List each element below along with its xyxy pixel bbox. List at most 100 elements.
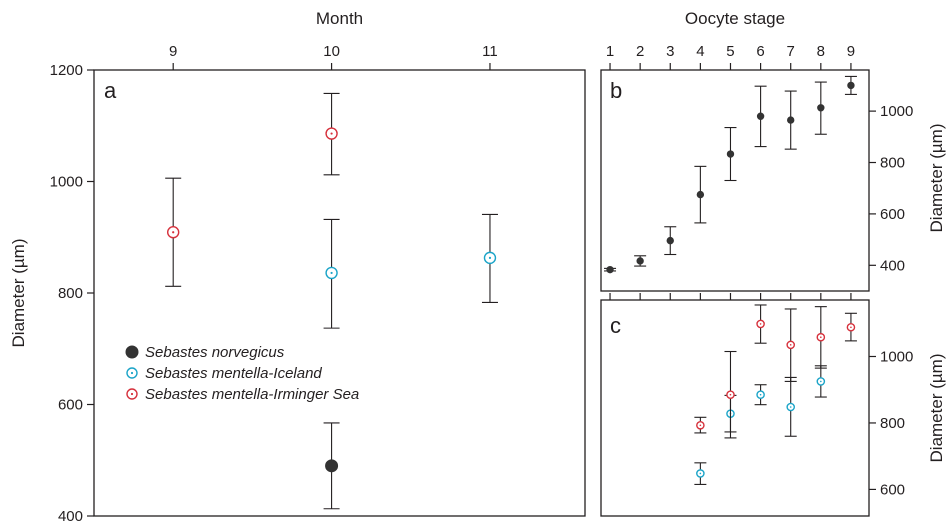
panel-c-y-tick-label: 600 [880, 481, 905, 498]
marker-center-dot [789, 344, 792, 346]
panel-a: a Month Diameter (µm) 9 10 11 400 600 800 1000… [9, 9, 586, 525]
legend: Sebastes norvegicus Sebastes mentella-Ic… [125, 344, 359, 403]
marker-center-dot [789, 406, 792, 408]
data-point-norvegicus [844, 75, 857, 95]
marker-filled [325, 459, 339, 473]
marker-center-dot [330, 132, 333, 135]
panel-c-y-tick-label: 1000 [880, 348, 913, 365]
data-point-iceland [814, 365, 827, 398]
data-point-norvegicus [634, 255, 647, 267]
panel-a-y-tick-label: 600 [58, 397, 83, 414]
panel-a-y-tick-label: 1200 [50, 62, 83, 79]
panel-c-ticks: 600 800 1000 [609, 293, 913, 498]
marker-filled [817, 104, 825, 112]
marker-filled [696, 190, 705, 199]
marker-filled [726, 150, 735, 158]
legend-marker-norvegicus [125, 345, 139, 359]
data-point-irminger [754, 304, 767, 344]
marker-filled [666, 236, 674, 245]
panel-b-x-tick-label: 7 [787, 43, 795, 60]
data-point-irminger [165, 177, 182, 287]
panel-b-frame [600, 69, 870, 292]
data-point-norvegicus [784, 90, 797, 150]
data-point-irminger [784, 308, 797, 382]
data-point-irminger [814, 306, 827, 369]
data-point-iceland [323, 218, 340, 329]
legend-item-iceland: Sebastes mentella-Iceland [126, 365, 322, 382]
panel-a-label: a [104, 78, 117, 103]
panel-b-marks [604, 75, 857, 274]
data-point-irminger [844, 312, 857, 342]
legend-item-irminger: Sebastes mentella-Irminger Sea [126, 386, 359, 403]
panel-a-marks [165, 92, 498, 510]
panel-a-frame [93, 69, 586, 517]
panel-b-y-tick-label: 600 [880, 206, 905, 223]
legend-marker-iceland-dot [130, 371, 134, 375]
panel-b-ticks: 1 2 3 4 5 6 7 8 9 400 600 800 1000 [606, 43, 914, 274]
panel-a-y-tick-label: 1000 [50, 174, 83, 191]
data-point-irminger [724, 350, 737, 439]
panel-c-label: c [610, 313, 621, 338]
marker-filled [636, 257, 644, 265]
data-point-norvegicus [694, 165, 707, 224]
panel-a-y-axis-title: Diameter (µm) [9, 239, 28, 348]
panel-b-x-axis-title: Oocyte stage [685, 9, 785, 28]
marker-center-dot [820, 336, 822, 339]
marker-filled [787, 116, 795, 124]
panel-b-y-tick-label: 400 [880, 257, 905, 274]
panel-b-x-tick-label: 8 [817, 43, 825, 60]
legend-label-iceland: Sebastes mentella-Iceland [145, 365, 322, 382]
panel-c-marks [694, 304, 857, 485]
panel-c-y-tick-label: 800 [880, 415, 905, 432]
marker-center-dot [850, 326, 852, 329]
panel-a-y-tick-label: 400 [58, 508, 83, 525]
data-point-irminger [323, 92, 340, 176]
data-point-irminger [694, 416, 707, 434]
panel-b-x-tick-label: 9 [847, 43, 855, 60]
data-point-norvegicus [604, 265, 617, 274]
panel-a-x-tick-label: 9 [169, 43, 177, 60]
panel-a-x-tick-label: 11 [482, 43, 498, 60]
panel-a-x-axis-title: Month [316, 9, 363, 28]
panel-a-y-tick-label: 800 [58, 285, 83, 302]
marker-center-dot [488, 256, 492, 259]
panel-b: b Oocyte stage Diameter (µm) 1 2 3 4 5 6 7 8 9 40… [600, 9, 946, 292]
legend-label-irminger: Sebastes mentella-Irminger Sea [145, 386, 359, 403]
panel-c-y-axis-title: Diameter (µm) [927, 354, 946, 463]
data-point-iceland [481, 213, 498, 304]
data-point-iceland [784, 376, 797, 437]
data-point-norvegicus [724, 127, 737, 182]
panel-b-x-tick-label: 3 [666, 43, 674, 60]
panel-b-y-tick-label: 800 [880, 155, 905, 172]
panel-b-y-tick-label: 1000 [880, 103, 913, 120]
data-point-norvegicus [814, 81, 827, 135]
marker-center-dot [330, 271, 333, 275]
panel-b-x-tick-label: 1 [606, 43, 614, 60]
panel-b-x-tick-label: 6 [756, 43, 764, 60]
data-point-norvegicus [754, 85, 767, 148]
marker-center-dot [820, 380, 822, 383]
panel-b-label: b [610, 78, 622, 103]
marker-center-dot [759, 323, 762, 325]
marker-center-dot [172, 231, 175, 234]
panel-c: c Diameter (µm) 600 800 1000 [600, 293, 946, 517]
marker-center-dot [699, 424, 702, 427]
panel-c-frame [600, 299, 870, 517]
panel-b-x-tick-label: 2 [636, 43, 644, 60]
marker-center-dot [729, 393, 732, 396]
panel-a-ticks: 9 10 11 400 600 800 1000 1200 [50, 43, 498, 525]
panel-b-x-tick-label: 5 [726, 43, 734, 60]
data-point-norvegicus [664, 226, 677, 256]
data-point-iceland [754, 384, 767, 406]
data-point-norvegicus [323, 422, 340, 510]
marker-filled [606, 265, 614, 274]
panel-b-y-axis-title: Diameter (µm) [927, 124, 946, 233]
legend-label-norvegicus: Sebastes norvegicus [145, 344, 285, 361]
marker-center-dot [759, 393, 762, 396]
panel-a-x-tick-label: 10 [323, 43, 340, 60]
data-point-iceland [694, 462, 707, 485]
marker-filled [847, 81, 855, 90]
marker-filled [756, 112, 765, 120]
marker-center-dot [699, 472, 702, 475]
